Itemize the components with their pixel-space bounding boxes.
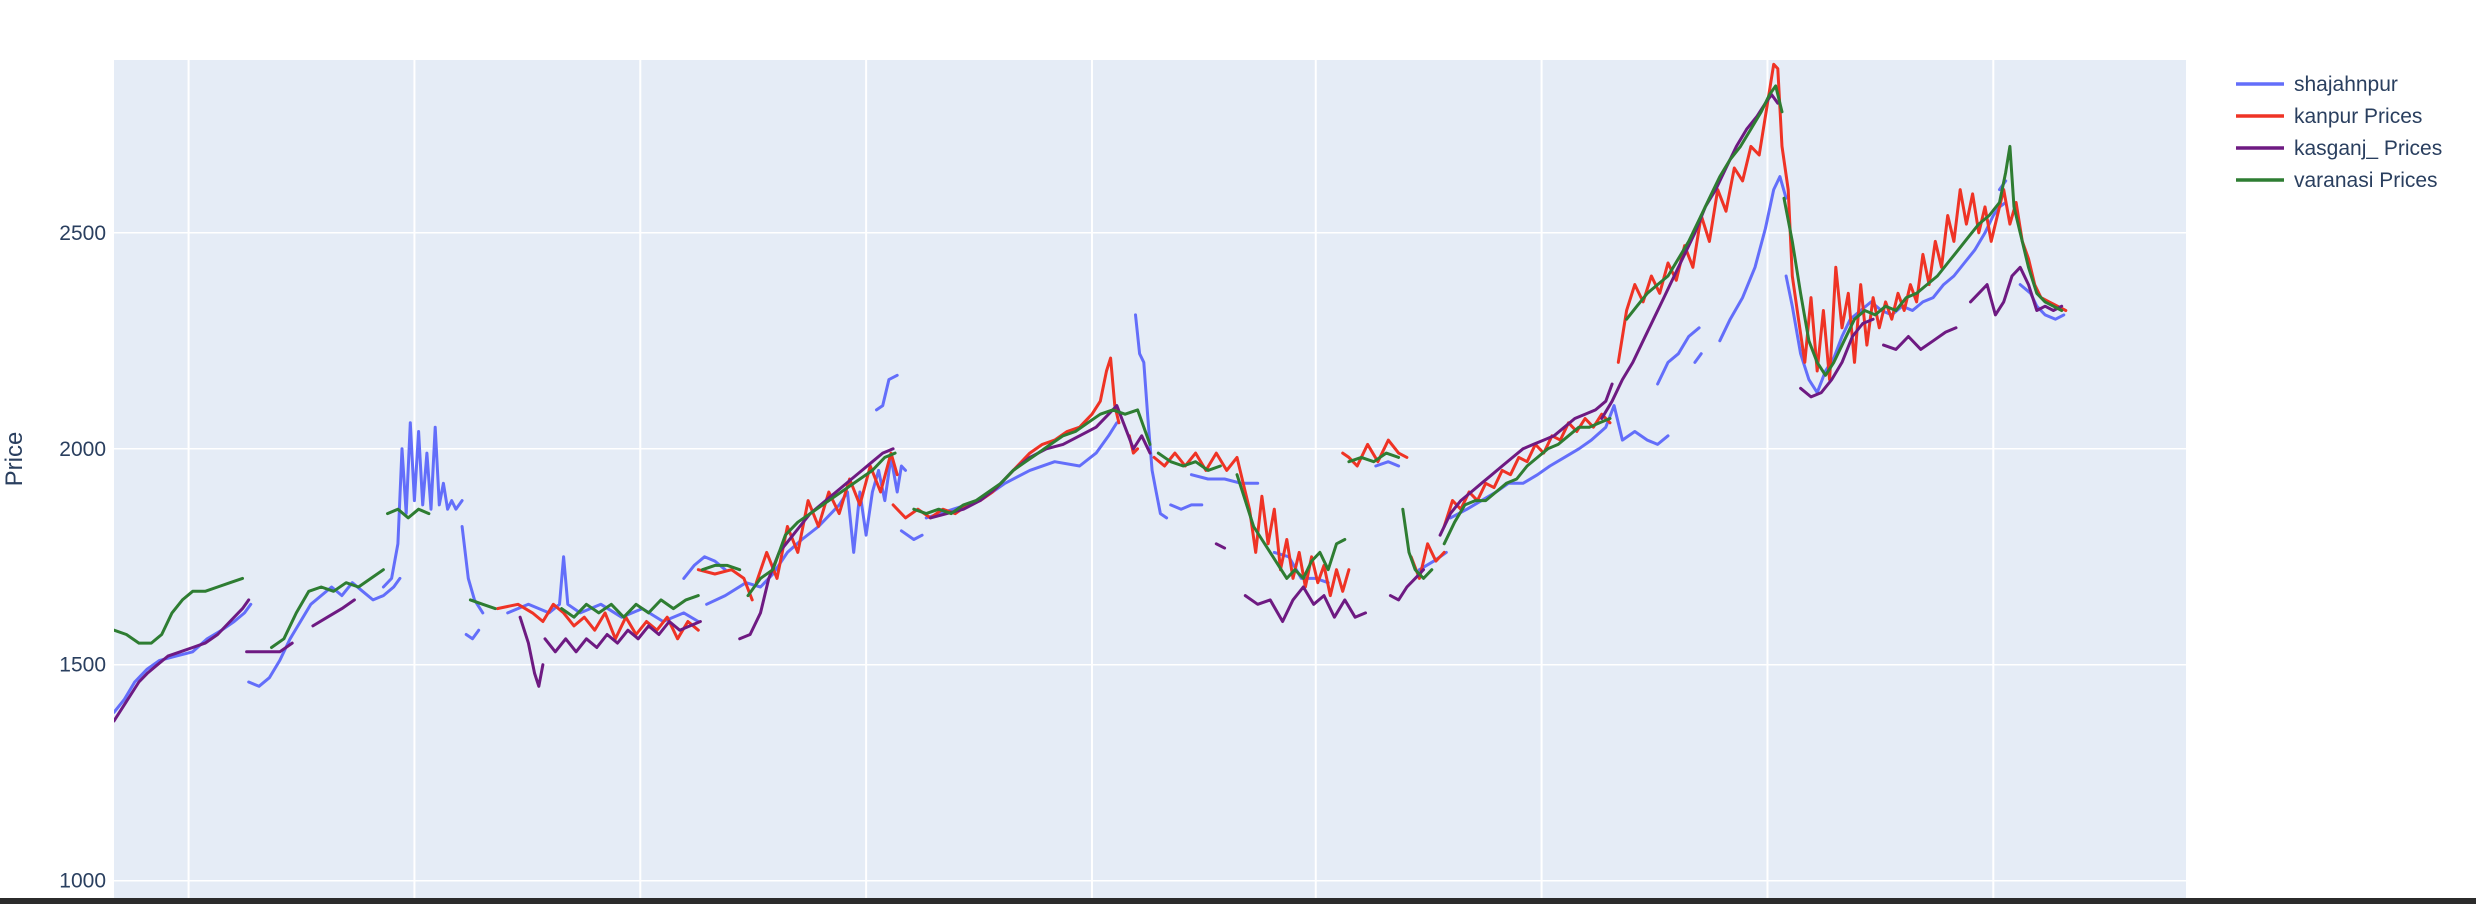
legend-item[interactable]: kanpur Prices (2236, 105, 2422, 128)
legend-label: varanasi Prices (2294, 169, 2438, 192)
legend-item[interactable]: varanasi Prices (2236, 169, 2438, 192)
plot-background (114, 60, 2186, 898)
y-tick-label: 2000 (59, 438, 106, 461)
series-line-kanpur-prices (495, 62, 2068, 641)
legend-label: kasganj_ Prices (2294, 137, 2442, 160)
y-tick-label: 2500 (59, 222, 106, 245)
y-tick-label: 1000 (59, 870, 106, 893)
legend: shajahnpur kanpur Prices kasganj_ Prices va… (2236, 73, 2442, 192)
y-tick-labels: 1000 1500 2000 2500 (59, 222, 106, 893)
legend-item[interactable]: shajahnpur (2236, 73, 2398, 96)
legend-label: shajahnpur (2294, 73, 2398, 96)
legend-label: kanpur Prices (2294, 105, 2422, 128)
series-line-varanasi-prices (114, 84, 2064, 649)
window-bottom-edge (0, 898, 2476, 904)
y-tick-label: 1500 (59, 654, 106, 677)
legend-item[interactable]: kasganj_ Prices (2236, 137, 2442, 160)
y-axis-title: Price (1, 432, 28, 487)
series-lines (114, 62, 2068, 723)
